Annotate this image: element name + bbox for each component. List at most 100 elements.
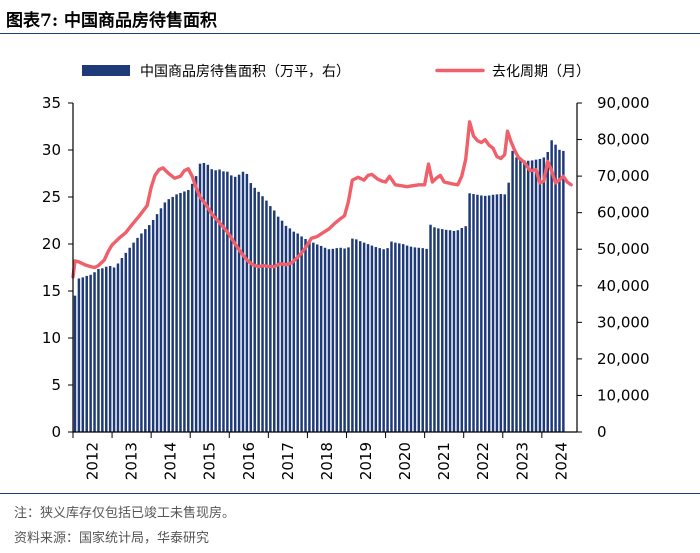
bar: [163, 202, 167, 432]
bar: [476, 194, 479, 432]
bar: [487, 195, 491, 432]
bar: [562, 150, 565, 432]
bar: [136, 237, 139, 432]
bar: [390, 241, 393, 432]
bar: [144, 229, 147, 432]
bar: [523, 160, 526, 432]
left-tick-label: 0: [51, 423, 61, 441]
bar: [206, 164, 210, 432]
bar: [269, 206, 272, 432]
bar: [327, 249, 331, 432]
bar: [187, 190, 190, 432]
right-tick-label: 60,000: [597, 204, 650, 222]
bar: [112, 267, 116, 432]
bar: [448, 230, 452, 432]
bar: [312, 242, 315, 432]
chart-note: 注：狭义库存仅包括已竣工未售现房。: [14, 506, 236, 521]
bar: [534, 159, 538, 432]
x-tick-label: 2012: [84, 442, 102, 480]
bar: [132, 242, 135, 432]
bar: [214, 170, 217, 432]
bar: [273, 210, 276, 432]
bar: [159, 208, 163, 432]
x-tick-label: 2020: [396, 442, 414, 480]
bar: [280, 220, 284, 432]
bar: [288, 228, 292, 432]
legend-line-label: 去化周期（月）: [492, 64, 590, 80]
bar: [437, 228, 440, 432]
x-axis-ticks: 2012 2013 2014 2015 2016 2017 2018 2019 2020 2021…: [72, 432, 570, 480]
bar: [194, 176, 198, 432]
bar: [171, 196, 174, 432]
right-tick-label: 10,000: [597, 386, 650, 404]
right-tick-label: 80,000: [597, 131, 650, 149]
bar: [358, 241, 362, 432]
bar: [515, 157, 518, 432]
bar: [503, 194, 507, 432]
bar: [89, 274, 92, 432]
bar: [155, 214, 159, 432]
chart-source: 资料来源：国家统计局，华泰研究: [14, 531, 210, 546]
bar: [530, 160, 534, 432]
bar: [241, 171, 245, 432]
bar: [140, 233, 143, 432]
title-rule: [0, 33, 700, 34]
bar: [179, 192, 182, 432]
line-series: [71, 120, 573, 279]
legend-bar-swatch: [82, 65, 130, 76]
bar: [499, 194, 503, 432]
bar: [319, 245, 323, 432]
bar: [233, 176, 237, 432]
left-tick-label: 25: [42, 188, 61, 206]
bar: [257, 191, 260, 432]
bar: [362, 242, 366, 432]
legend-bar-label: 中国商品房待售面积（万平，右）: [140, 64, 350, 80]
bar: [355, 239, 358, 432]
figure-title: 图表7: 中国商品房待售面积: [6, 11, 218, 31]
bar: [249, 183, 253, 432]
right-tick-label: 90,000: [597, 94, 650, 112]
left-tick-label: 30: [42, 141, 61, 159]
bar: [120, 258, 124, 432]
bar: [226, 171, 229, 432]
bar: [382, 249, 385, 432]
bar-series: [73, 140, 565, 433]
right-axis-ticks: 0 10,000 20,000 30,000 40,000 50,000 60,000 70,…: [577, 94, 650, 441]
bar: [526, 160, 530, 432]
bar: [519, 159, 522, 432]
bar: [183, 191, 186, 432]
bar: [425, 248, 428, 432]
left-tick-label: 10: [42, 329, 61, 347]
bar: [151, 219, 155, 432]
bar: [108, 266, 112, 432]
bar: [97, 268, 100, 432]
bar: [101, 268, 104, 432]
x-tick-label: 2014: [162, 442, 180, 480]
right-tick-label: 50,000: [597, 240, 650, 258]
bar: [456, 230, 460, 432]
legend: 中国商品房待售面积（万平，右） 去化周期（月）: [82, 64, 590, 80]
bar: [343, 248, 346, 432]
x-tick-label: 2024: [552, 442, 570, 480]
bar: [554, 144, 557, 433]
bar: [304, 238, 307, 432]
bar: [495, 194, 499, 432]
bar: [237, 174, 241, 432]
x-tick-label: 2016: [240, 442, 258, 480]
bar: [444, 229, 448, 432]
bar: [417, 247, 421, 432]
bar: [413, 247, 417, 432]
bar: [105, 266, 108, 432]
bar: [202, 162, 206, 432]
bar: [538, 158, 542, 432]
bar: [339, 247, 342, 432]
bar: [429, 224, 432, 432]
x-tick-label: 2017: [279, 442, 297, 480]
line-path: [71, 120, 573, 279]
bar: [85, 275, 88, 432]
bar: [167, 199, 171, 432]
bar: [261, 196, 264, 432]
right-tick-label: 20,000: [597, 350, 650, 368]
bar: [480, 195, 483, 432]
bar: [230, 175, 233, 432]
